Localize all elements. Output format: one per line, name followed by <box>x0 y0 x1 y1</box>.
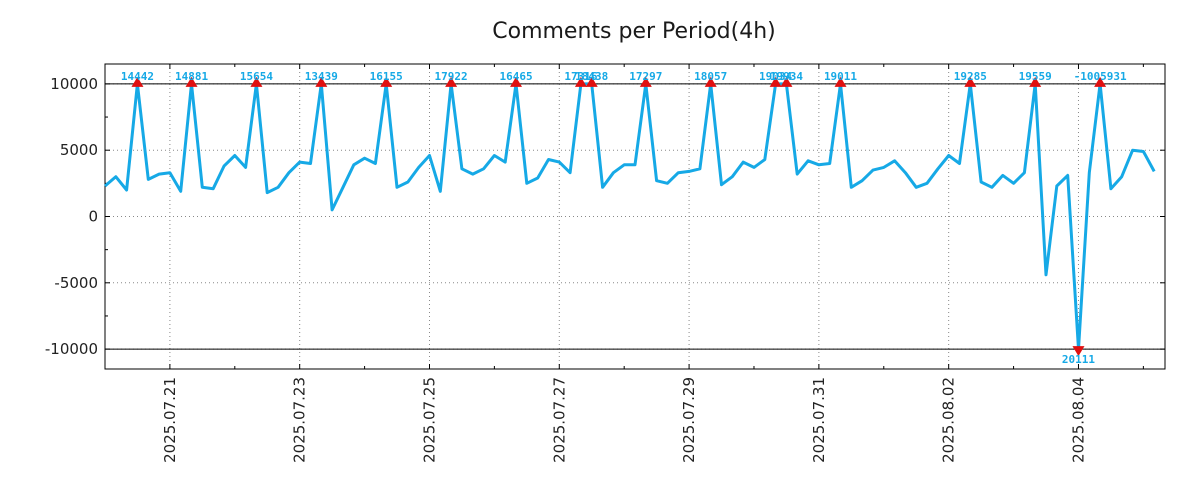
peak-marker <box>769 76 782 87</box>
peak-value-label: 18438 <box>575 70 608 83</box>
y-tick-label: 10000 <box>50 75 98 93</box>
y-tick-label: 0 <box>88 208 98 226</box>
peak-markers <box>131 76 1107 357</box>
chart-title: Comments per Period(4h) <box>492 19 776 44</box>
y-axis: 10000 5000 0 -5000 -10000 <box>45 75 1165 358</box>
x-tick-label: 2025.07.31 <box>810 377 828 463</box>
peak-value-label: 17297 <box>629 70 662 83</box>
series-line-comments <box>104 82 1156 351</box>
peak-value-label: -1005931 <box>1074 70 1127 83</box>
series-layer <box>104 82 1156 351</box>
peak-value-label: 15654 <box>240 70 273 83</box>
peak-value-label: 19285 <box>954 70 987 83</box>
peak-value-label: 17922 <box>435 70 468 83</box>
peak-value-label: 20111 <box>1062 353 1095 366</box>
peak-marker <box>1094 76 1107 87</box>
peak-value-label: 14442 <box>121 70 154 83</box>
y-tick-label: -5000 <box>54 274 98 292</box>
x-tick-label: 2025.07.21 <box>161 377 179 463</box>
y-tick-label: 5000 <box>60 141 98 159</box>
peak-marker <box>1029 76 1042 87</box>
peak-value-label: 19934 <box>770 70 803 83</box>
x-tick-label: 2025.07.25 <box>420 377 438 463</box>
peak-marker <box>185 76 198 87</box>
peak-marker <box>585 76 598 87</box>
peak-marker <box>510 76 523 87</box>
peak-marker <box>445 76 458 87</box>
x-tick-label: 2025.07.29 <box>680 377 698 463</box>
peak-value-label: 16465 <box>499 70 532 83</box>
peak-marker <box>780 76 793 87</box>
peak-value-label: 19559 <box>1019 70 1052 83</box>
peak-marker <box>704 76 717 87</box>
peak-value-label: 16155 <box>370 70 403 83</box>
x-axis: 2025.07.21 2025.07.23 2025.07.25 2025.07.27… <box>104 64 1144 463</box>
peak-value-label: 19011 <box>824 70 857 83</box>
peak-marker <box>250 76 263 87</box>
grid-layer <box>105 64 1165 369</box>
trough-marker <box>1072 346 1085 357</box>
peak-marker <box>574 76 587 87</box>
x-tick-label: 2025.07.27 <box>550 377 568 463</box>
peak-value-label: 17316 <box>564 70 597 83</box>
peak-marker <box>315 76 328 87</box>
peak-value-label: 19034 <box>759 70 792 83</box>
peak-labels: 14442 14881 15654 13439 16155 17922 16465 17316… <box>121 70 1127 366</box>
peak-marker <box>639 76 652 87</box>
y-tick-label: -10000 <box>45 340 98 358</box>
x-tick-label: 2025.08.02 <box>940 377 958 463</box>
x-tick-label: 2025.07.23 <box>291 377 309 463</box>
peak-marker <box>964 76 977 87</box>
x-tick-label: 2025.08.04 <box>1069 377 1087 463</box>
peak-marker <box>834 76 847 87</box>
peak-marker <box>131 76 144 87</box>
peak-value-label: 13439 <box>305 70 338 83</box>
reference-lines <box>105 83 1165 350</box>
peak-value-label: 18057 <box>694 70 727 83</box>
peak-value-label: 14881 <box>175 70 208 83</box>
peak-marker <box>380 76 393 87</box>
